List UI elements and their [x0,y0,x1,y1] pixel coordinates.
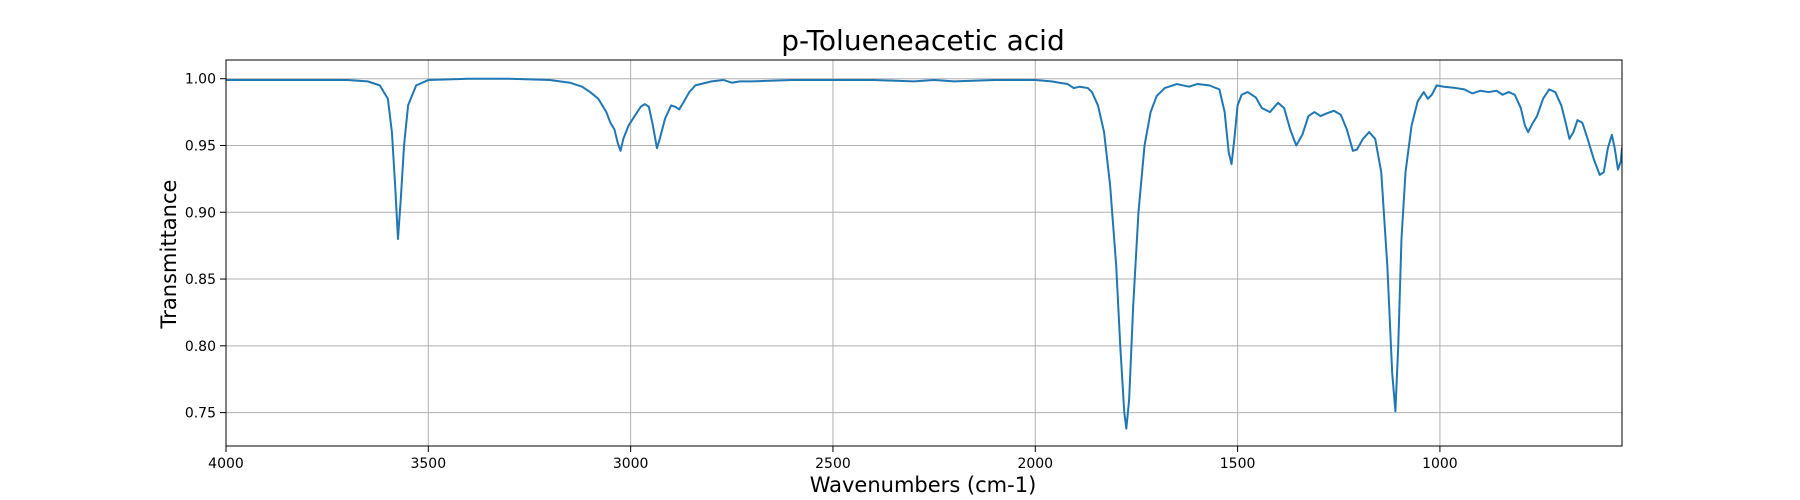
axes-frame [225,59,1623,447]
plot-area [226,77,1622,430]
x-tick-label: 3000 [613,456,649,472]
y-tick-label: 0.95 [185,138,216,154]
x-axis-ticks: 4000 3500 3000 2500 2000 1500 1000 [208,446,1458,472]
y-tick-label: 0.75 [185,406,216,422]
x-tick-label: 3500 [410,456,446,472]
x-axis-label: Wavenumbers (cm-1) [810,473,1037,497]
y-axis-ticks: 0.75 0.80 0.85 0.90 0.95 1.00 [185,72,226,422]
chart-title: p-Tolueneacetic acid [781,24,1064,57]
y-tick-label: 1.00 [185,72,216,88]
x-tick-label: 2000 [1017,456,1053,472]
y-tick-label: 0.80 [185,339,216,355]
y-tick-label: 0.90 [185,205,216,221]
x-tick-label: 2500 [815,456,851,472]
x-tick-label: 1000 [1422,456,1458,472]
spectrum-line [226,77,1622,430]
grid-lines [225,60,1622,446]
y-axis-label: Transmittance [157,180,181,330]
x-tick-label: 4000 [208,456,244,472]
y-tick-label: 0.85 [185,272,216,288]
x-tick-label: 1500 [1220,456,1256,472]
